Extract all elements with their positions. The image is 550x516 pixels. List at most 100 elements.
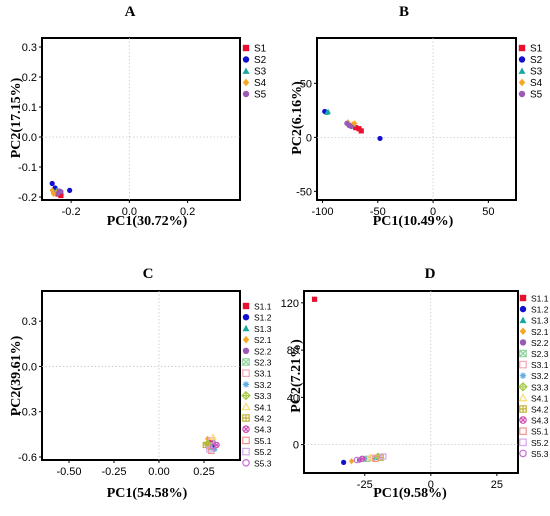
data-point (348, 458, 355, 465)
data-point (380, 453, 387, 460)
legend-label: S3.2 (254, 380, 272, 390)
data-point (212, 446, 218, 453)
data-point (346, 122, 352, 129)
data-point (67, 187, 73, 193)
data-point (372, 455, 379, 463)
legend-marker (242, 314, 250, 321)
legend-label: S4.2 (531, 405, 549, 415)
legend-label: S1.3 (531, 316, 549, 326)
legend-marker (519, 327, 527, 336)
x-tick-label: 0.25 (193, 466, 214, 478)
y-tick-label: 0.1 (22, 102, 37, 114)
legend-label: S4.3 (254, 425, 272, 435)
data-point (351, 120, 358, 127)
legend-marker (519, 360, 527, 369)
y-tick-label: -0.6 (18, 452, 37, 464)
data-point (366, 453, 374, 461)
panel-title: A (125, 4, 136, 20)
legend-marker (242, 56, 250, 63)
legend-label: S1.2 (254, 313, 272, 323)
x-axis-label: PC1(54.58%) (107, 486, 188, 501)
legend-label: S2.1 (531, 327, 549, 337)
y-tick-label: -0.3 (18, 407, 37, 419)
legend-marker (518, 90, 526, 98)
x-tick-label: 0.2 (180, 206, 195, 218)
legend-marker (519, 305, 527, 313)
legend-marker (519, 294, 527, 302)
legend-marker (242, 324, 250, 332)
y-tick-label: 50 (300, 78, 312, 90)
legend-label: S5.3 (531, 449, 549, 459)
y-tick-label: 120 (281, 298, 299, 310)
y-axis-label: PC2(7.21%) (289, 339, 304, 413)
x-axis-label: PC1(30.72%) (107, 214, 188, 229)
legend-marker (519, 405, 527, 413)
y-tick-label: 0.0 (22, 132, 37, 144)
x-tick-label: -100 (312, 206, 334, 218)
y-tick-label: 0.2 (22, 72, 37, 84)
plot-frame (41, 290, 241, 461)
panel-title: B (399, 4, 409, 20)
panel-c: C -0.50 -0.25 0.00 0.25 0.3 0.0 -0.3 -0.6 PC1(54.… (9, 266, 272, 501)
data-point (202, 441, 209, 449)
y-tick-label: -0.1 (18, 162, 37, 174)
legend-label: S3.3 (531, 382, 549, 392)
legend-marker (519, 339, 527, 346)
y-tick-label: -50 (296, 186, 312, 198)
legend-marker (242, 414, 250, 422)
legend-marker (242, 447, 250, 456)
y-axis-label: PC2(6.16%) (290, 81, 305, 155)
legend-label: S5.3 (254, 458, 272, 468)
legend-marker (242, 78, 250, 87)
panel-d: D-25 0 2512080400PC1(9.58%)PC2(7.21%)S1.1S… (281, 266, 549, 501)
legend-label: S4.3 (531, 416, 549, 426)
legend-label: S3.1 (531, 360, 549, 370)
legend-marker (518, 44, 526, 52)
legend-label: S2 (254, 55, 267, 66)
panel-a: A -0.2 0.0 0.2 0.3 0.2 0.1 0.0 -0.1 -0.2 PC1(30.72… (9, 4, 267, 229)
data-point (209, 443, 217, 450)
legend-label: S2.2 (531, 338, 549, 348)
legend-marker (519, 316, 527, 324)
legend-marker (518, 56, 526, 63)
legend-marker (242, 90, 250, 98)
legend-label: S2.3 (254, 358, 272, 368)
legend-marker (519, 416, 527, 424)
legend-marker (242, 44, 250, 52)
legend-label: S1.1 (254, 302, 272, 312)
y-tick-label: 80 (287, 345, 299, 357)
legend-label: S1 (254, 44, 267, 55)
legend-marker (242, 347, 250, 354)
data-point (341, 459, 347, 465)
y-axis-label: PC2(39.61%) (9, 335, 24, 416)
x-tick-label: -0.25 (101, 466, 126, 478)
legend-label: S4 (254, 78, 267, 89)
y-tick-label: 0.3 (22, 316, 37, 328)
x-tick-label: 0.0 (122, 206, 137, 218)
legend-label: S2.2 (254, 346, 272, 356)
legend-marker (519, 372, 527, 379)
data-point (49, 187, 55, 194)
data-point (58, 192, 64, 199)
x-tick-label: 50 (482, 206, 494, 218)
legend-marker (242, 358, 250, 366)
x-tick-label: -25 (357, 479, 373, 491)
legend-label: S2.3 (531, 349, 549, 359)
legend-marker (242, 381, 250, 388)
legend-label: S3 (254, 67, 267, 78)
legend-label: S1 (530, 44, 543, 55)
legend-label: S4 (530, 78, 543, 89)
x-tick-label: 25 (491, 479, 503, 491)
legend-label: S1.3 (254, 324, 272, 334)
legend-label: S3 (530, 67, 543, 78)
data-point (353, 125, 359, 131)
data-points (311, 296, 387, 465)
legend-label: S3.1 (254, 369, 272, 379)
legend-marker (242, 369, 250, 378)
legend-marker (519, 349, 527, 358)
legend-label: S5.2 (254, 447, 272, 457)
legend-marker (519, 449, 527, 458)
data-point (51, 190, 57, 198)
x-tick-label: 0 (430, 206, 436, 218)
